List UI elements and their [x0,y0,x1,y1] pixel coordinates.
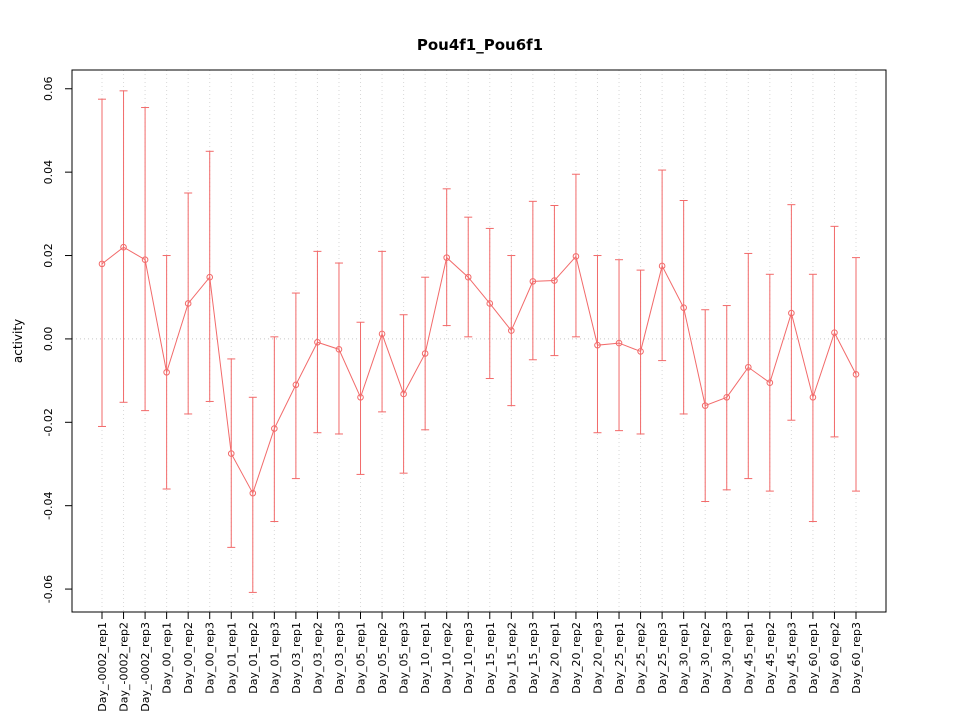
data-point [421,350,429,357]
x-tick-label: Day_03_rep2 [311,622,324,694]
data-point [163,368,170,376]
x-tick-label: Day_15_rep1 [484,622,497,694]
x-tick-label: Day_-0002_rep1 [96,622,109,712]
data-point [852,371,860,378]
data-point [658,262,666,270]
data-point [788,309,795,317]
x-tick-label: Day_00_rep3 [204,622,217,694]
x-tick-label: Day_30_rep3 [721,622,734,694]
data-point [271,425,278,432]
data-point [551,277,558,284]
x-tick-label: Day_60_rep1 [807,622,820,694]
x-tick-label: Day_10_rep3 [462,622,475,694]
data-point [378,330,386,338]
y-axis-label: activity [11,319,25,363]
data-point [335,346,343,353]
data-point [701,402,709,409]
y-tick-label: 0.02 [42,243,55,268]
x-tick-label: Day_00_rep2 [182,622,195,694]
data-point [594,341,601,349]
x-tick-label: Day_25_rep1 [613,622,626,694]
x-tick-label: Day_25_rep2 [635,622,648,694]
data-point [98,260,106,268]
x-tick-label: Day_-0002_rep2 [118,622,131,712]
chart-title: Pou4f1_Pou6f1 [416,36,544,54]
x-tick-label: Day_05_rep2 [376,622,389,694]
data-point [249,489,257,497]
y-tick-label: 0.04 [42,160,55,185]
x-tick-label: Day_01_rep1 [225,622,238,694]
series-line [101,246,857,495]
y-tick-label: -0.06 [42,575,55,603]
data-point [443,254,450,261]
x-tick-label: Day_03_rep3 [333,622,346,694]
data-point [141,256,149,264]
y-tick-label: 0.06 [42,77,55,102]
data-point [206,273,214,281]
data-point [357,393,364,401]
data-point [680,304,687,311]
x-tick-label: Day_30_rep2 [699,622,712,694]
x-tick-label: Day_01_rep2 [247,622,260,694]
x-tick-label: Day_01_rep3 [268,622,281,694]
data-point [615,339,623,347]
x-tick-label: Day_45_rep3 [785,622,798,694]
x-tick-label: Day_20_rep2 [570,622,583,694]
data-point [120,243,127,251]
data-point [572,253,580,260]
y-tick-label: -0.04 [42,491,55,519]
data-point [809,393,817,401]
x-tick-label: Day_45_rep2 [764,622,777,694]
x-tick-label: Day_-0002_rep3 [139,622,152,712]
x-tick-label: Day_10_rep1 [419,622,432,694]
x-tick-label: Day_25_rep3 [656,622,669,694]
x-tick-label: Day_60_rep2 [828,622,841,694]
data-point [723,393,731,401]
x-tick-label: Day_03_rep1 [290,622,303,694]
data-point [314,338,321,346]
data-point [184,300,192,307]
data-point [227,450,235,457]
x-tick-label: Day_20_rep1 [548,622,561,694]
data-point [766,379,774,386]
data-point [400,390,407,398]
y-tick-label: 0.00 [42,327,55,352]
data-point [529,278,537,285]
plot-border [71,69,887,613]
data-point [486,300,494,307]
data-point [831,329,838,336]
x-tick-label: Day_45_rep1 [742,622,755,694]
x-tick-label: Day_05_rep3 [398,622,411,694]
x-tick-label: Day_30_rep1 [678,622,691,694]
x-tick-label: Day_60_rep3 [850,622,863,694]
data-point [744,363,752,371]
data-point [508,327,515,334]
x-tick-label: Day_00_rep1 [161,622,174,694]
x-tick-label: Day_10_rep2 [441,622,454,694]
data-point [637,348,644,355]
x-tick-label: Day_15_rep3 [527,622,540,694]
x-tick-label: Day_05_rep1 [355,622,368,694]
data-point [464,273,472,281]
data-point [292,381,300,389]
x-tick-label: Day_15_rep2 [505,622,518,694]
y-tick-label: -0.02 [42,408,55,436]
x-tick-label: Day_20_rep3 [591,622,604,694]
